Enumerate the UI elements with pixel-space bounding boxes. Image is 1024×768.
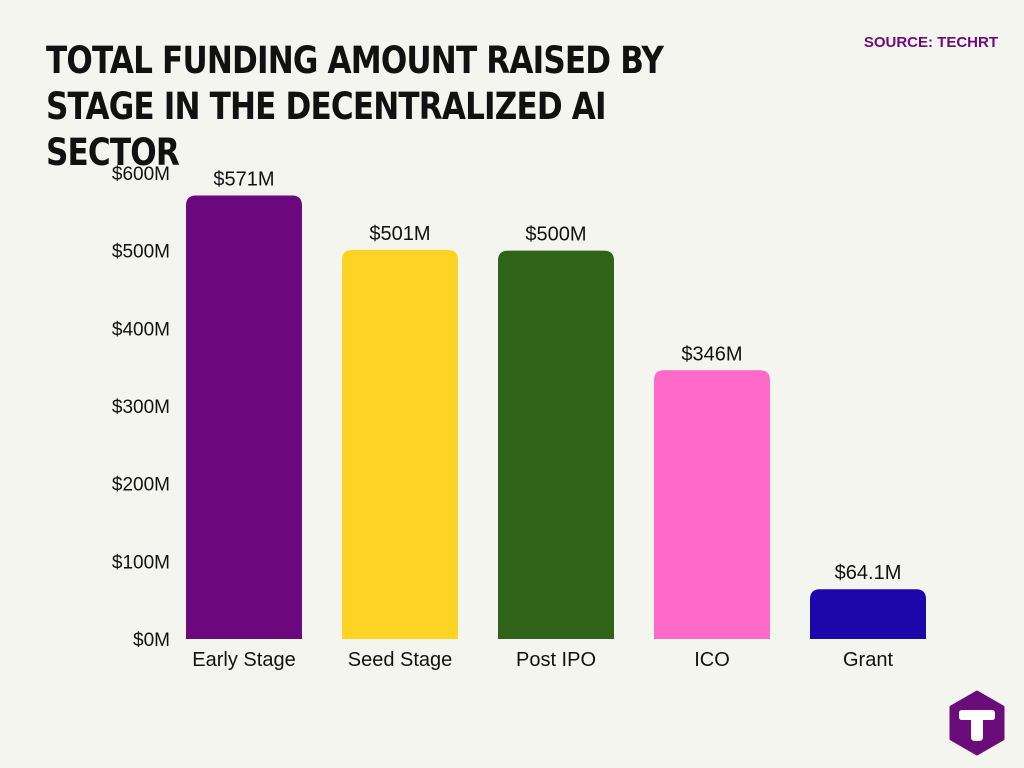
- data-label: $64.1M: [835, 562, 902, 584]
- data-label: $346M: [681, 343, 742, 365]
- bar: [654, 370, 770, 639]
- bar: [498, 250, 614, 639]
- data-label: $571M: [213, 169, 274, 191]
- bar: [186, 195, 302, 640]
- y-tick-label: $500M: [112, 242, 170, 263]
- data-label: $501M: [369, 223, 430, 245]
- y-tick-label: $400M: [112, 319, 170, 340]
- y-tick-label: $300M: [112, 397, 170, 418]
- x-tick-label: Post IPO: [516, 649, 596, 671]
- y-tick-label: $0M: [133, 630, 170, 651]
- y-tick-label: $200M: [112, 475, 170, 496]
- page-title: TOTAL FUNDING AMOUNT RAISED BY STAGE IN …: [46, 39, 664, 174]
- bar: [810, 589, 926, 639]
- x-tick-label: ICO: [694, 649, 730, 671]
- x-tick-label: Seed Stage: [348, 649, 453, 671]
- bar: [342, 249, 458, 639]
- data-label: $500M: [525, 224, 586, 246]
- x-tick-label: Early Stage: [192, 649, 295, 671]
- x-tick-label: Grant: [843, 649, 893, 671]
- y-tick-label: $600M: [112, 164, 170, 185]
- y-tick-label: $100M: [112, 552, 170, 573]
- source-label: SOURCE: TECHRT: [863, 34, 998, 51]
- techrt-t-logo-icon: [949, 690, 1005, 756]
